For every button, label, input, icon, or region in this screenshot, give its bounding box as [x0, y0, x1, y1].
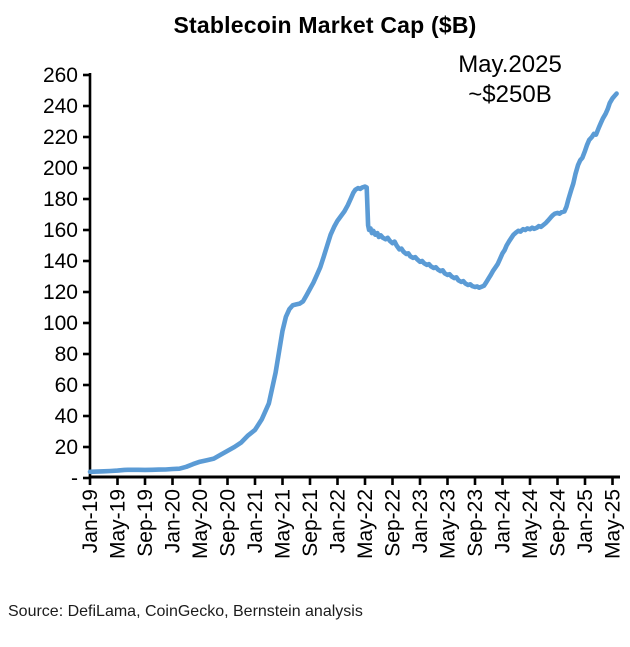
y-tick-label: 200 [43, 157, 78, 180]
y-tick-label: 40 [55, 405, 78, 428]
x-tick-label: May-20 [189, 489, 212, 559]
x-tick-label: Jan-23 [409, 489, 432, 553]
x-tick-label: Jan-19 [79, 489, 102, 553]
x-tick-label: Sep-24 [547, 489, 570, 557]
y-tick-label: 260 [43, 64, 78, 87]
x-tick-label: Sep-23 [464, 489, 487, 557]
x-tick-label: May-21 [272, 489, 295, 559]
y-tick-label: 60 [55, 374, 78, 397]
chart-title: Stablecoin Market Cap ($B) [173, 12, 477, 38]
x-tick-label: Jan-21 [244, 489, 267, 553]
x-tick-label: May-22 [354, 489, 377, 559]
x-tick-label: Sep-22 [382, 489, 405, 557]
peak-annotation: May.2025 ~$250B [425, 50, 595, 110]
series-line [87, 91, 619, 475]
x-tick-label: Jan-22 [327, 489, 350, 553]
annotation-value: ~$250B [468, 81, 552, 108]
y-tick-label: 140 [43, 250, 78, 273]
y-tick-label: 20 [55, 436, 78, 459]
x-tick-label: Sep-21 [299, 489, 322, 557]
y-tick-label: 180 [43, 188, 78, 211]
y-tick-label: 160 [43, 219, 78, 242]
y-tick-label: - [71, 467, 78, 490]
x-tick-label: May-19 [107, 489, 130, 559]
x-tick-label: Sep-20 [217, 489, 240, 557]
y-tick-label: 240 [43, 95, 78, 118]
y-tick-label: 220 [43, 126, 78, 149]
source-note: Source: DefiLama, CoinGecko, Bernstein a… [8, 603, 363, 620]
y-tick-label: 80 [55, 343, 78, 366]
x-tick-label: May-24 [519, 489, 542, 559]
x-tick-label: May-23 [437, 489, 460, 559]
x-tick-label: Jan-20 [162, 489, 185, 553]
x-tick-label: Sep-19 [134, 489, 157, 557]
stablecoin-market-cap-line-chart: - 20 40 60 80 100 120 140 160 180 200 220 240 260 Jan-… [43, 64, 625, 559]
x-tick-label: Jan-25 [574, 489, 597, 553]
y-tick-label: 120 [43, 281, 78, 304]
y-tick-label: 100 [43, 312, 78, 335]
x-tick-label: May-25 [602, 489, 625, 559]
x-tick-label: Jan-24 [492, 489, 515, 554]
annotation-date: May.2025 [458, 51, 562, 78]
